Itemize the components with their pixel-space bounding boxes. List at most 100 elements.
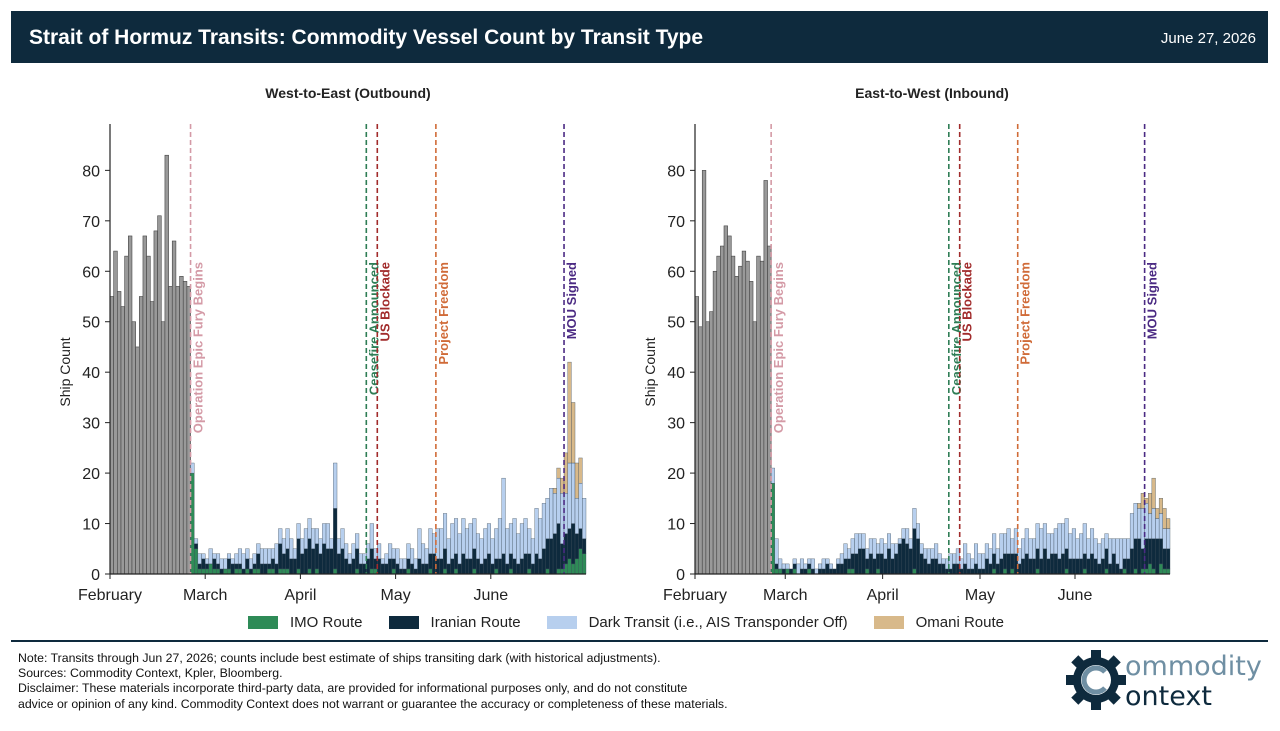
- bar-segment-imo: [281, 568, 286, 575]
- bar-segment-imo: [574, 558, 579, 575]
- bar-segment-iranian: [534, 553, 539, 575]
- y-tick-label: 20: [667, 466, 685, 483]
- bar-segment-dark: [406, 543, 411, 560]
- bar-segment-iranian: [1042, 548, 1047, 575]
- bar-pre-conflict: [182, 281, 188, 575]
- bar-segment-iranian: [285, 548, 290, 570]
- bar-segment-imo: [778, 568, 783, 575]
- bar-segment-dark: [785, 563, 790, 570]
- bar-segment-iranian: [937, 563, 942, 575]
- legend-label-iranian: Iranian Route: [430, 613, 521, 631]
- bar-segment-dark: [443, 513, 448, 549]
- bar-segment-dark: [1090, 528, 1095, 554]
- bar-segment-iranian: [245, 558, 250, 570]
- bar-segment-iranian: [825, 563, 830, 575]
- bar-segment-iranian: [1100, 558, 1105, 575]
- bar-pre-conflict: [727, 235, 732, 575]
- bar-segment-iranian: [930, 558, 935, 575]
- bar-segment-iranian: [839, 563, 844, 575]
- bar-pre-conflict: [142, 235, 147, 575]
- bar-segment-omani: [1166, 518, 1171, 529]
- bar-segment-iranian: [988, 563, 993, 575]
- bar-segment-iranian: [212, 558, 217, 570]
- bar-segment-dark: [424, 548, 429, 565]
- bar-segment-dark: [970, 558, 975, 570]
- y-tick-label: 20: [82, 466, 100, 483]
- bar-segment-dark: [974, 543, 978, 565]
- bar-segment-iranian: [818, 568, 823, 575]
- bar-segment-imo: [1010, 568, 1015, 575]
- bar-segment-iranian: [1126, 558, 1131, 575]
- bar-segment-imo: [267, 568, 272, 575]
- legend-swatch-omani: [873, 615, 904, 629]
- bar-segment-dark: [490, 538, 495, 565]
- bar-segment-dark: [952, 553, 957, 565]
- bar-segment-dark: [450, 523, 455, 560]
- bar-segment-dark: [523, 518, 528, 554]
- bar-segment-iranian: [1158, 538, 1163, 565]
- bar-segment-iranian: [1032, 558, 1037, 575]
- bar-segment-dark: [1028, 538, 1033, 560]
- bar-segment-imo: [223, 568, 228, 575]
- bar-segment-iranian: [417, 558, 422, 575]
- bar-segment-iranian: [1115, 563, 1120, 575]
- bar-segment-iranian: [505, 563, 510, 575]
- bar-segment-dark: [984, 543, 989, 560]
- bar-segment-dark: [1133, 503, 1138, 539]
- bar-segment-imo: [1104, 568, 1109, 575]
- footer-note: Note: Transits through Jun 27, 2026; cou…: [18, 651, 661, 665]
- bar-segment-dark: [843, 543, 848, 560]
- bar-segment-dark: [926, 548, 931, 565]
- bar-segment-iranian: [450, 558, 455, 575]
- bar-segment-iranian: [1119, 568, 1124, 575]
- bar-segment-dark: [1108, 538, 1113, 565]
- bar-segment-iranian: [571, 523, 576, 565]
- bar-segment-dark: [1024, 528, 1029, 554]
- legend-item-iranian: Iranian Route: [388, 613, 521, 631]
- bar-segment-iranian: [494, 558, 499, 570]
- bar-segment-iranian: [865, 558, 870, 570]
- bar-segment-dark: [527, 528, 532, 554]
- logo-word-context: ontext: [1125, 681, 1212, 712]
- bar-segment-imo: [270, 568, 275, 575]
- bar-segment-iranian: [545, 538, 550, 570]
- bar-segment-dark: [347, 553, 352, 565]
- bar-segment-iranian: [318, 553, 323, 575]
- bar-segment-dark: [237, 548, 242, 565]
- bar-segment-dark: [966, 553, 971, 570]
- bar-segment-iranian: [792, 563, 797, 570]
- bar-segment-imo: [369, 568, 374, 575]
- bar-segment-imo: [1166, 568, 1171, 575]
- event-label: MOU Signed: [564, 262, 579, 339]
- bar-segment-imo: [1162, 568, 1167, 575]
- bar-segment-iranian: [226, 558, 232, 570]
- bar-segment-iranian: [201, 558, 206, 570]
- bar-segment-iranian: [336, 553, 341, 575]
- bar-segment-iranian: [241, 568, 246, 575]
- bar-pre-conflict: [730, 255, 736, 575]
- bar-segment-iranian: [977, 568, 982, 575]
- bar-segment-dark: [1086, 538, 1091, 560]
- bar-segment-dark: [197, 553, 202, 565]
- y-tick-label: 40: [82, 365, 100, 382]
- bar-segment-iranian: [1050, 553, 1055, 575]
- bar-segment-dark: [549, 488, 554, 539]
- bar-segment-iranian: [1090, 553, 1095, 575]
- bar-segment-iranian: [413, 568, 418, 575]
- bar-segment-iranian: [197, 563, 202, 570]
- bar-segment-dark: [1122, 538, 1127, 560]
- bar-segment-dark: [267, 548, 272, 565]
- legend-label-omani: Omani Route: [915, 613, 1004, 631]
- bar-segment-dark: [1166, 528, 1171, 549]
- bar-segment-dark: [256, 543, 261, 554]
- bar-segment-dark: [807, 558, 812, 565]
- bar-segment-dark: [205, 558, 210, 565]
- bar-segment-dark: [391, 548, 396, 560]
- y-tick-label: 80: [82, 163, 100, 180]
- bar-segment-dark: [988, 548, 993, 565]
- event-label: Project Freedom: [1018, 262, 1033, 365]
- bar-segment-imo: [333, 568, 338, 575]
- bar-segment-imo: [494, 568, 499, 575]
- bar-segment-iranian: [1021, 558, 1026, 575]
- bar-segment-dark: [534, 508, 539, 554]
